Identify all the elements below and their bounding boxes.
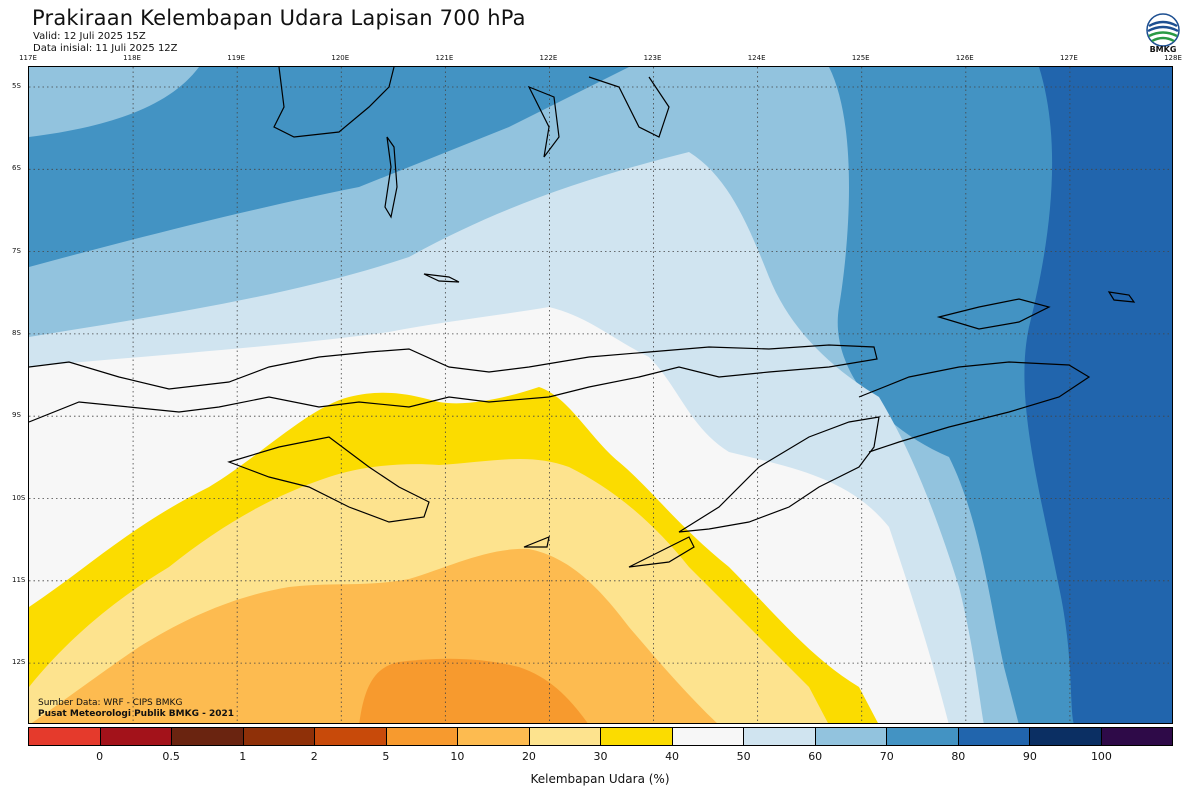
colorbar-tick-label: 70 xyxy=(879,750,894,763)
lon-label: 118E xyxy=(123,54,141,62)
colorbar-segment xyxy=(672,728,744,745)
lon-label: 125E xyxy=(851,54,870,62)
colorbar-title: Kelembapan Udara (%) xyxy=(530,772,670,786)
colorbar-tick-label: 30 xyxy=(593,750,608,763)
humidity-area-orange xyxy=(31,548,717,723)
colorbar-tick-label: 40 xyxy=(665,750,680,763)
lat-label: 6S xyxy=(12,164,21,173)
coast-sawu xyxy=(523,536,550,548)
lon-label: 120E xyxy=(331,54,350,62)
coast-wetar-alor xyxy=(936,298,1051,330)
bmkg-logo-label: BMKG xyxy=(1149,45,1177,54)
colorbar-segment xyxy=(529,728,601,745)
lat-label: 9S xyxy=(12,411,21,420)
producer-note: Pusat Meteorologi Publik BMKG - 2021 xyxy=(38,709,235,719)
lat-label: 12S xyxy=(12,658,26,667)
colorbar-segment xyxy=(172,728,244,745)
lon-label: 117E xyxy=(19,54,37,62)
humidity-map xyxy=(28,66,1173,724)
colorbar-tick-label: 2 xyxy=(310,750,318,763)
colorbar-tick-label: 90 xyxy=(1022,750,1037,763)
coast-sulawesi-south xyxy=(273,67,395,138)
coast-sumba xyxy=(227,436,430,523)
lat-label: 11S xyxy=(12,575,26,584)
lon-label: 123E xyxy=(643,54,662,62)
map-title: Prakiraan Kelembapan Udara Lapisan 700 h… xyxy=(32,6,526,30)
lat-label: 8S xyxy=(12,328,21,337)
colorbar-segment xyxy=(458,728,530,745)
colorbar-segment xyxy=(386,728,458,745)
lat-label: 7S xyxy=(12,246,21,255)
lon-label: 124E xyxy=(747,54,766,62)
initial-data-time: Data inisial: 11 Juli 2025 12Z xyxy=(33,43,178,54)
coast-babar xyxy=(1107,291,1136,303)
data-source-note: Sumber Data: WRF - CIPS BMKG xyxy=(38,698,183,708)
border-line xyxy=(858,361,1091,453)
colorbar-tick-label: 0.5 xyxy=(162,750,180,763)
colorbar-segment xyxy=(1101,728,1172,745)
coast-selayar xyxy=(384,136,398,219)
colorbar-segment xyxy=(887,728,959,745)
colorbar-segment xyxy=(100,728,172,745)
colorbar-tick-label: 50 xyxy=(736,750,751,763)
lon-label: 122E xyxy=(539,54,558,62)
colorbar-tick-label: 0 xyxy=(96,750,104,763)
coast-flores-sumbawa xyxy=(29,344,878,423)
coast-timor xyxy=(678,416,880,533)
colorbar-segment xyxy=(315,728,387,745)
coast-rote xyxy=(628,536,695,568)
colorbar-tick-label: 60 xyxy=(808,750,823,763)
coast-buton xyxy=(527,85,560,158)
colorbar-segment xyxy=(1030,728,1102,745)
coast-wakatobi xyxy=(588,76,670,138)
colorbar-segment xyxy=(815,728,887,745)
humidity-area-dark-orange xyxy=(359,658,588,723)
coast-kalao xyxy=(423,273,460,283)
humidity-colorbar xyxy=(28,727,1173,746)
bmkg-logo-icon xyxy=(1146,13,1180,47)
colorbar-tick-label: 80 xyxy=(951,750,966,763)
lon-label: 126E xyxy=(955,54,974,62)
colorbar-tick-label: 20 xyxy=(521,750,536,763)
colorbar-segment xyxy=(744,728,816,745)
colorbar-tick-label: 100 xyxy=(1090,750,1112,763)
colorbar-tick-label: 10 xyxy=(450,750,465,763)
humidity-map-canvas xyxy=(29,67,1172,723)
lon-label: 127E xyxy=(1060,54,1078,62)
lat-label: 5S xyxy=(12,82,21,90)
lon-label: 119E xyxy=(227,54,246,62)
lon-label: 128E xyxy=(1164,54,1182,62)
coastlines xyxy=(29,67,1136,568)
colorbar-segment xyxy=(243,728,315,745)
valid-time: Valid: 12 Juli 2025 15Z xyxy=(33,31,146,42)
colorbar-segment xyxy=(29,728,101,745)
colorbar-segment xyxy=(601,728,673,745)
colorbar-segment xyxy=(958,728,1030,745)
lon-label: 121E xyxy=(435,54,454,62)
colorbar-tick-label: 1 xyxy=(239,750,247,763)
colorbar-tick-label: 5 xyxy=(382,750,390,763)
lat-label: 10S xyxy=(12,493,26,502)
